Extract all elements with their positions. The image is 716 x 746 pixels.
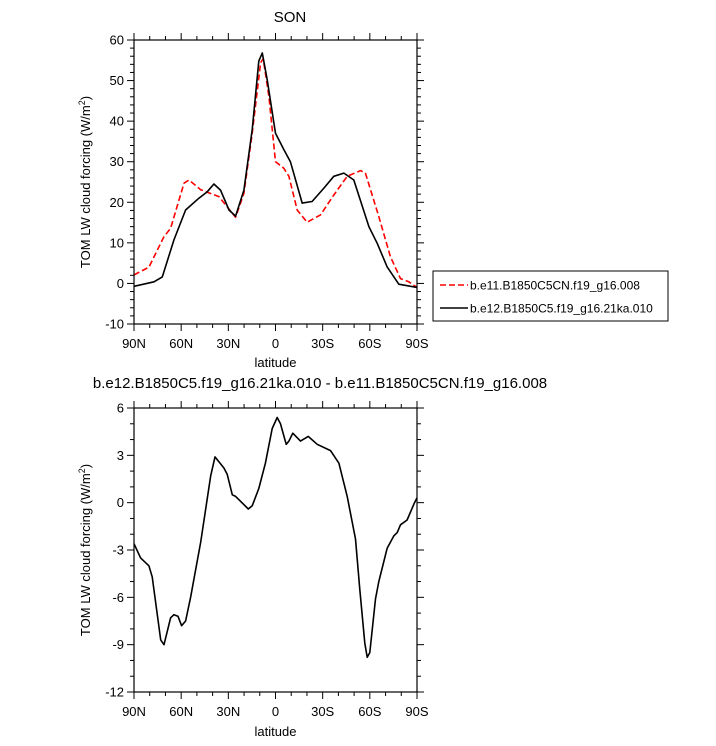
y-tick-label: -6 <box>112 590 124 605</box>
y-axis-label: TOM LW cloud forcing (W/m2) <box>77 96 93 268</box>
x-tick-label: 60S <box>358 704 381 719</box>
y-tick-label: -3 <box>112 543 124 558</box>
x-tick-label: 0 <box>272 336 279 351</box>
y-tick-label: 60 <box>110 33 124 48</box>
chart-title: b.e12.B1850C5.f19_g16.21ka.010 - b.e11.B… <box>93 375 547 392</box>
legend-label-2: b.e12.B1850C5.f19_g16.21ka.010 <box>470 302 653 316</box>
y-axis-label: TOM LW cloud forcing (W/m2) <box>77 464 93 636</box>
plot-frame <box>133 39 418 325</box>
chart-panel-1: SON 90N 60N 30N 0 30S 60S 90S -10 0 10 20 30 40 50 60 la… <box>77 9 669 370</box>
x-tick-label: 60S <box>358 336 381 351</box>
x-tick-label: 60N <box>169 704 193 719</box>
x-tick-label: 90N <box>122 704 146 719</box>
x-axis-label: latitude <box>255 355 297 370</box>
y-axis-label-main: TOM LW cloud forcing (W/m <box>78 473 93 636</box>
y-axis-label-end: ) <box>78 96 93 100</box>
legend-label-1: b.e11.B1850C5CN.f19_g16.008 <box>470 279 640 293</box>
x-tick-label: 30S <box>311 704 334 719</box>
x-axis-label: latitude <box>255 724 297 739</box>
y-axis-label-end: ) <box>78 464 93 468</box>
x-tick-label: 90S <box>405 336 428 351</box>
y-tick-label: 10 <box>110 235 124 250</box>
y-tick-label: 30 <box>110 154 124 169</box>
x-tick-label: 60N <box>169 336 193 351</box>
y-tick-label: 50 <box>110 73 124 88</box>
y-tick-label: 3 <box>117 448 124 463</box>
plot-frame <box>133 407 418 693</box>
x-tick-label: 90S <box>405 704 428 719</box>
y-axis-label-superscript: 2 <box>77 468 87 473</box>
series-line-2 <box>134 52 417 289</box>
y-tick-label: 20 <box>110 195 124 210</box>
legend-box <box>432 270 669 322</box>
y-tick-label: 6 <box>117 401 124 416</box>
x-tick-label: 30N <box>216 704 240 719</box>
x-tick-label: 0 <box>272 704 279 719</box>
x-tick-label: 30S <box>311 336 334 351</box>
y-tick-label: -9 <box>112 637 124 652</box>
x-tick-label: 90N <box>122 336 146 351</box>
y-tick-label: -10 <box>105 317 124 332</box>
y-tick-label: 40 <box>110 114 124 129</box>
y-tick-label: 0 <box>117 495 124 510</box>
y-axis-label-superscript: 2 <box>77 100 87 105</box>
y-tick-label: 0 <box>117 276 124 291</box>
series-line-1 <box>134 416 417 659</box>
legend: b.e11.B1850C5CN.f19_g16.008 b.e12.B1850C5… <box>432 270 669 322</box>
y-axis-label-main: TOM LW cloud forcing (W/m <box>78 105 93 268</box>
chart-panel-2: b.e12.B1850C5.f19_g16.21ka.010 - b.e11.B… <box>77 375 547 739</box>
chart-title: SON <box>274 9 307 26</box>
series-line-1 <box>134 57 417 289</box>
y-tick-label: -12 <box>105 685 124 700</box>
x-tick-label: 30N <box>216 336 240 351</box>
